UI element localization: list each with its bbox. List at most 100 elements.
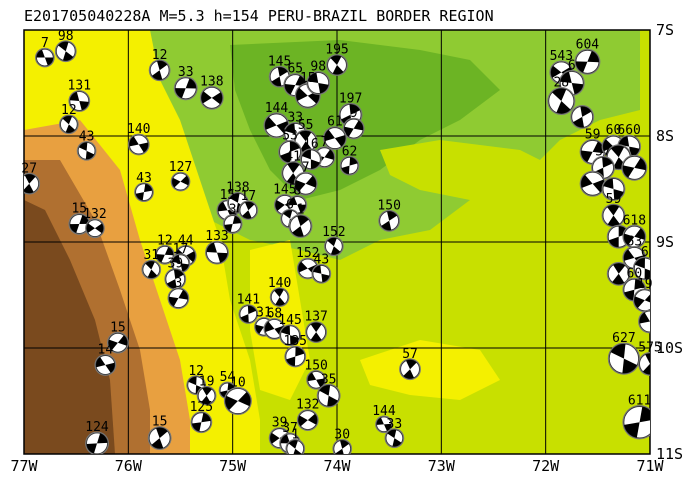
beachball-89[interactable] (601, 203, 626, 228)
beachball-49[interactable] (311, 263, 332, 284)
beachball-compression (310, 159, 320, 169)
beachball-compression (151, 438, 164, 449)
beachball-51[interactable] (238, 304, 259, 324)
beachball-46[interactable] (164, 268, 187, 290)
depth-label-82: 60 (606, 123, 622, 138)
beachball-17[interactable] (278, 139, 302, 164)
beachball-66[interactable] (190, 411, 213, 434)
beachball-79[interactable] (547, 87, 576, 116)
beachball-31[interactable] (238, 200, 259, 221)
beachball-32[interactable] (222, 214, 243, 234)
beachball-54[interactable] (279, 324, 301, 347)
beachball-94[interactable] (606, 261, 631, 286)
map-title: E201705040228A M=5.3 h=154 PERU-BRAZIL B… (24, 7, 494, 25)
depth-label-66: 125 (190, 400, 213, 415)
beachball-57[interactable] (107, 331, 129, 354)
lowland-yellow-east (360, 340, 500, 400)
beachball-68[interactable] (375, 415, 393, 434)
beachball-38[interactable] (85, 218, 105, 239)
beachball-76[interactable] (574, 48, 601, 75)
beachball-45[interactable] (141, 259, 162, 280)
beachball-compression (611, 145, 625, 158)
beachball-13[interactable] (342, 117, 365, 140)
beachball-47[interactable] (167, 287, 190, 310)
beachball-39[interactable] (205, 240, 229, 265)
beachball-22[interactable] (339, 155, 360, 176)
beachball-4[interactable] (199, 85, 224, 110)
beachball-compression (310, 332, 322, 342)
beachball-compression (376, 417, 384, 425)
beachball-28[interactable] (170, 171, 191, 192)
beachball-69[interactable] (384, 428, 405, 448)
beachball-11[interactable] (326, 54, 348, 76)
beachball-75[interactable] (332, 438, 353, 459)
beachball-67[interactable] (296, 409, 319, 431)
beachball-compression (164, 247, 174, 256)
beachball-50[interactable] (269, 287, 290, 307)
beachball-91[interactable] (622, 224, 647, 249)
beachball-3[interactable] (173, 76, 198, 101)
depth-label-12: 197 (339, 91, 362, 106)
beachball-40[interactable] (324, 236, 344, 257)
depth-label-24: 140 (127, 122, 150, 137)
beachball-93[interactable] (632, 256, 657, 281)
beachball-10[interactable] (306, 71, 331, 95)
depth-label-68: 144 (372, 404, 396, 419)
beachball-compression (79, 215, 89, 224)
beachball-14[interactable] (263, 112, 290, 139)
beachball-37[interactable] (68, 213, 91, 235)
beachball-74[interactable] (285, 438, 306, 459)
beachball-44[interactable] (170, 253, 191, 274)
beachball-26[interactable] (18, 172, 41, 195)
beachball-2[interactable] (148, 59, 171, 82)
beachball-0[interactable] (35, 47, 55, 68)
beachball-63[interactable] (306, 369, 326, 390)
beachball-55[interactable] (305, 321, 328, 343)
beachball-71[interactable] (85, 431, 109, 455)
beachball-97[interactable] (638, 309, 662, 334)
depth-label-3: 33 (178, 65, 194, 80)
beachball-6[interactable] (59, 114, 79, 135)
beachball-87[interactable] (579, 170, 606, 197)
beachball-56[interactable] (284, 345, 307, 368)
beachball-36[interactable] (288, 214, 313, 239)
beachball-25[interactable] (76, 140, 97, 161)
beachball-23[interactable] (293, 171, 318, 196)
beachball-96[interactable] (632, 288, 657, 313)
beachball-compression (634, 228, 645, 240)
beachball-70[interactable] (147, 426, 172, 451)
beachball-19[interactable] (322, 126, 347, 151)
beachball-1[interactable] (54, 40, 77, 63)
beachball-86[interactable] (621, 154, 648, 181)
beachball-41[interactable] (378, 209, 401, 232)
beachball-compression (307, 72, 319, 83)
beachball-compression (201, 413, 211, 423)
depth-label-45: 31 (143, 248, 159, 263)
beachball-compression (286, 356, 296, 366)
beachball-20[interactable] (300, 148, 322, 171)
beachball-80[interactable] (570, 104, 595, 129)
beachball-60[interactable] (196, 385, 217, 406)
depth-label-36: 1 (297, 203, 305, 218)
depth-label-30: 138 (226, 180, 249, 195)
beachball-27[interactable] (134, 182, 154, 203)
beachball-compression (185, 251, 196, 262)
y-tick-label-3: 10S (656, 339, 683, 357)
beachball-compression (129, 136, 139, 147)
beachball-98[interactable] (607, 342, 641, 375)
beachball-5[interactable] (68, 90, 91, 112)
beachball-100[interactable] (622, 405, 656, 440)
beachball-65[interactable] (399, 358, 421, 381)
beachball-64[interactable] (316, 383, 341, 408)
beachball-42[interactable] (155, 244, 175, 265)
beachball-62[interactable] (223, 386, 252, 416)
beachball-compression (290, 335, 299, 345)
beachball-compression (310, 322, 322, 333)
beachball-99[interactable] (638, 351, 662, 376)
beachball-58[interactable] (94, 354, 117, 376)
depth-label-5: 131 (68, 79, 91, 94)
beachball-compression (603, 139, 614, 152)
beachball-24[interactable] (127, 133, 150, 156)
beachball-88[interactable] (601, 177, 626, 201)
